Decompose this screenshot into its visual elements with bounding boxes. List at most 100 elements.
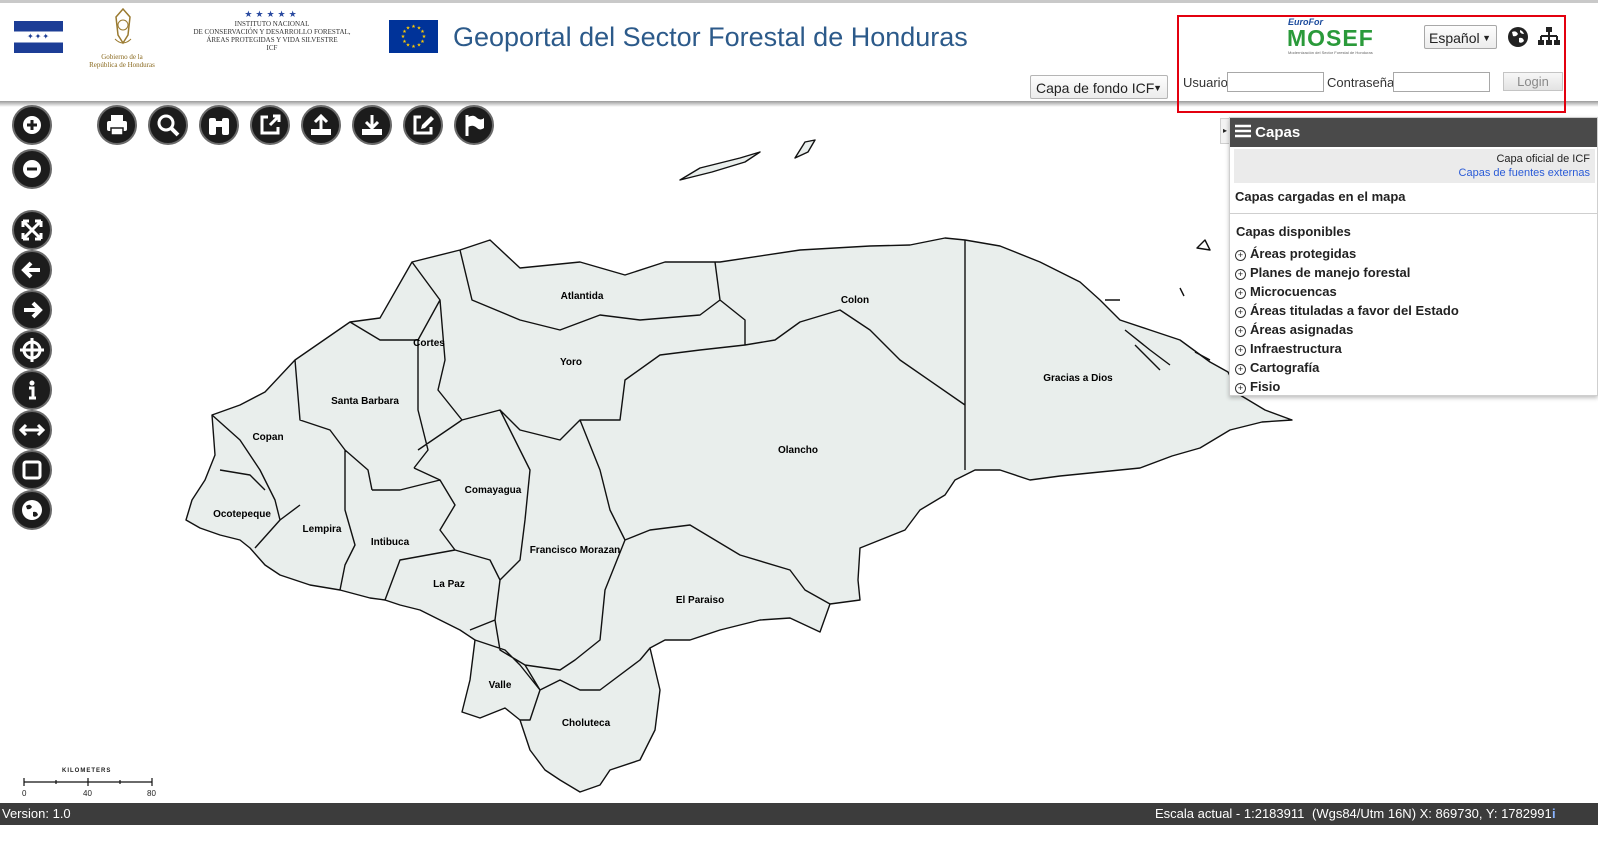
expand-plus-icon: +	[1235, 307, 1246, 318]
svg-text:★: ★	[401, 34, 406, 40]
language-select-value: Español	[1429, 30, 1480, 46]
layer-item-planes-manejo[interactable]: + Planes de manejo forestal	[1235, 264, 1459, 282]
layer-item-label: Áreas tituladas a favor del Estado	[1250, 303, 1459, 318]
mosef-logo-name: MOSEF	[1287, 25, 1374, 51]
upload-icon	[311, 113, 331, 135]
svg-text:★: ★	[411, 24, 416, 30]
layer-item-label: Áreas protegidas	[1250, 246, 1357, 261]
icf-stars: ★★★★★	[244, 9, 300, 19]
sitemap-icon[interactable]	[1538, 26, 1560, 48]
forward-icon	[24, 301, 43, 319]
edit-button[interactable]	[403, 105, 443, 145]
version-label: Version: 1.0	[2, 806, 71, 821]
coordinates-readout: (Wgs84/Utm 16N) X: 869730, Y: 1782991	[1312, 806, 1552, 821]
expand-plus-icon: +	[1235, 383, 1246, 394]
divider	[1230, 213, 1597, 214]
login-button[interactable]: Login	[1503, 72, 1563, 91]
mosef-logo-sub: Modernización del Sector Forestal de Hon…	[1288, 50, 1373, 55]
info-button[interactable]	[12, 370, 52, 410]
basemap-select-value: Capa de fondo ICF	[1036, 80, 1155, 96]
layers-panel: Capas Capa oficial de ICF Capas de fuent…	[1229, 117, 1598, 396]
globe-icon[interactable]	[1507, 26, 1529, 48]
expand-plus-icon: +	[1235, 345, 1246, 356]
contrasena-label: Contraseña	[1327, 75, 1395, 90]
info-icon[interactable]: i	[1552, 806, 1556, 821]
search-button[interactable]	[148, 105, 188, 145]
icf-line2: DE CONSERVACIÓN Y DESARROLLO FORESTAL,	[193, 28, 351, 36]
full-extent-button[interactable]	[12, 210, 52, 250]
dept-label-francisco-morazan: Francisco Morazan	[530, 545, 621, 556]
print-button[interactable]	[97, 105, 137, 145]
layers-panel-title: Capas	[1255, 124, 1301, 141]
forward-button[interactable]	[12, 290, 52, 330]
layer-item-areas-asignadas[interactable]: + Áreas asignadas	[1235, 321, 1459, 339]
scale-tick-80: 80	[147, 789, 156, 798]
pan-icon	[20, 338, 44, 362]
svg-text:★: ★	[417, 26, 422, 32]
layer-item-cartografia[interactable]: + Cartografía	[1235, 359, 1459, 377]
zoom-in-button[interactable]	[12, 105, 52, 145]
binoculars-button[interactable]	[199, 105, 239, 145]
layers-panel-header[interactable]: Capas	[1230, 118, 1597, 147]
mosef-logo: EuroFor MOSEF Modernización del Sector F…	[1284, 17, 1376, 55]
layer-item-infraestructura[interactable]: + Infraestructura	[1235, 340, 1459, 358]
chevron-down-icon: ▼	[1482, 33, 1491, 43]
layer-item-label: Infraestructura	[1250, 341, 1342, 356]
dept-label-copan: Copan	[252, 432, 283, 443]
dept-label-intibuca: Intibuca	[371, 537, 410, 548]
measure-icon	[18, 423, 46, 437]
binoculars-icon	[209, 118, 229, 135]
contrasena-input[interactable]	[1393, 72, 1490, 92]
layer-item-microcuencas[interactable]: + Microcuencas	[1235, 283, 1459, 301]
svg-text:★: ★	[402, 29, 407, 35]
government-seal-icon	[114, 7, 132, 45]
dept-label-comayagua: Comayagua	[465, 485, 522, 496]
external-layers-link[interactable]: Capas de fuentes externas	[1458, 167, 1590, 179]
honduras-map: Atlantida Colon Cortes Yoro Santa Barbar…	[185, 139, 1293, 793]
full-extent-icon	[21, 219, 43, 241]
eu-flag: ★ ★ ★ ★ ★ ★ ★ ★ ★ ★ ★ ★	[389, 20, 438, 53]
external-link-icon	[260, 114, 281, 135]
info-icon	[29, 380, 36, 400]
icf-line1: INSTITUTO NACIONAL	[234, 20, 310, 28]
svg-text:★: ★	[422, 34, 427, 40]
scale-bar: KILOMETERS 0 40 80	[22, 768, 156, 798]
layer-item-label: Áreas asignadas	[1250, 322, 1354, 337]
globe-button[interactable]	[12, 490, 52, 530]
loaded-layers-title: Capas cargadas en el mapa	[1235, 189, 1406, 204]
basemap-select[interactable]: Capa de fondo ICF ▼	[1030, 75, 1168, 99]
dept-label-cortes: Cortes	[413, 338, 445, 349]
map-canvas[interactable]: Atlantida Colon Cortes Yoro Santa Barbar…	[0, 107, 1598, 801]
language-select[interactable]: Español ▼	[1424, 25, 1497, 49]
select-box-button[interactable]	[12, 450, 52, 490]
back-button[interactable]	[12, 250, 52, 290]
layer-item-areas-protegidas[interactable]: + Áreas protegidas	[1235, 245, 1459, 263]
dept-label-choluteca: Choluteca	[562, 718, 611, 729]
official-layer-label: Capa oficial de ICF	[1496, 153, 1590, 165]
honduras-flag: ✦✦✦	[14, 21, 63, 53]
usuario-input[interactable]	[1227, 72, 1324, 92]
svg-text:★: ★	[417, 43, 422, 49]
bay-islands	[679, 139, 816, 181]
expand-plus-icon: +	[1235, 326, 1246, 337]
layer-item-label: Planes de manejo forestal	[1250, 265, 1411, 280]
measure-button[interactable]	[12, 410, 52, 450]
flag-icon	[465, 115, 484, 136]
zoom-out-icon	[23, 160, 41, 178]
upload-button[interactable]	[301, 105, 341, 145]
layers-source-box: Capa oficial de ICF Capas de fuentes ext…	[1234, 149, 1595, 183]
gov-caption-line2: República de Honduras	[89, 61, 155, 69]
external-link-button[interactable]	[250, 105, 290, 145]
chevron-down-icon: ▼	[1153, 83, 1162, 93]
zoom-out-button[interactable]	[12, 149, 52, 189]
globe-icon	[22, 500, 42, 520]
dept-label-atlantida: Atlantida	[561, 291, 604, 302]
pan-button[interactable]	[12, 330, 52, 370]
layer-item-areas-tituladas[interactable]: + Áreas tituladas a favor del Estado	[1235, 302, 1459, 320]
flag-button[interactable]	[454, 105, 494, 145]
layer-item-fisio[interactable]: + Fisio	[1235, 378, 1459, 396]
gov-caption-line1: Gobierno de la	[101, 53, 143, 61]
expand-plus-icon: +	[1235, 364, 1246, 375]
download-button[interactable]	[352, 105, 392, 145]
scale-tick-40: 40	[83, 789, 92, 798]
